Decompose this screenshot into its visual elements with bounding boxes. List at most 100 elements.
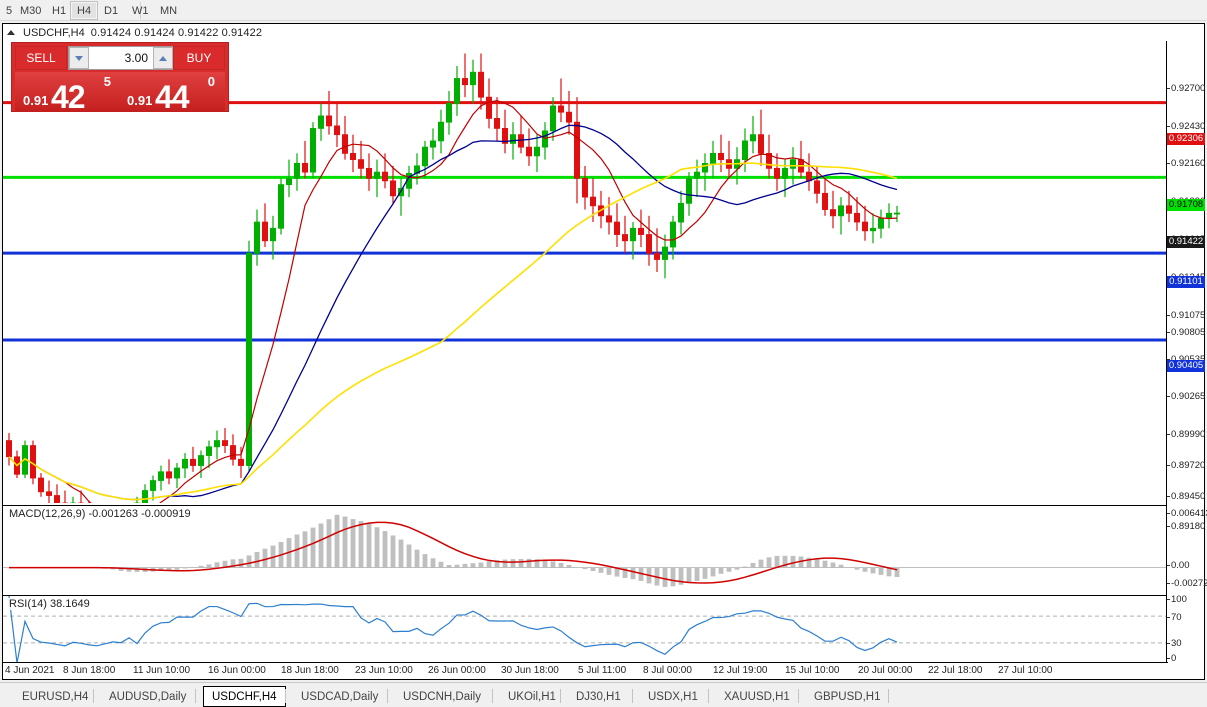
quantity-input[interactable]: 3.00 <box>89 47 153 69</box>
chart-symbol-label: USDCHF,H4 <box>23 26 85 39</box>
time-label: 26 Jun 00:00 <box>428 665 486 676</box>
time-label: 27 Jul 10:00 <box>998 665 1053 676</box>
buy-price-fraction: 0 <box>207 74 215 89</box>
price-tick: 0.92700 <box>1167 83 1205 94</box>
price-tick: 0.90265 <box>1167 391 1205 402</box>
chart-container: USDCHF,H4 0.91424 0.91424 0.91422 0.9142… <box>2 23 1207 680</box>
rsi-tick: 100 <box>1167 594 1205 605</box>
macd-pane[interactable]: MACD(12,26,9) -0.001263 -0.000919 <box>3 505 1168 594</box>
sell-price-button[interactable]: 0.91 42 5 <box>15 72 121 112</box>
macd-chart <box>3 514 1168 587</box>
tab-divider <box>798 689 799 703</box>
symbol-tab-bar[interactable]: EURUSD,H4 AUDUSD,Daily USDCHF,H4 USDCAD,Dai… <box>0 682 1207 707</box>
time-label: 15 Jul 10:00 <box>785 665 840 676</box>
time-label: 23 Jun 10:00 <box>355 665 413 676</box>
quantity-stepper[interactable]: 3.00 <box>68 46 174 70</box>
chart-header: USDCHF,H4 0.91424 0.91424 0.91422 0.9142… <box>3 24 1204 41</box>
symbol-tab-gbpusd[interactable]: GBPUSD,H1 <box>814 690 881 703</box>
tab-divider <box>387 689 388 703</box>
timeframe-w1[interactable]: W1 <box>132 4 149 17</box>
chart-ohlc-values: 0.91424 0.91424 0.91422 0.91422 <box>90 26 263 39</box>
quantity-decrement-button[interactable] <box>69 47 89 69</box>
collapse-arrow-icon[interactable] <box>7 30 15 35</box>
one-click-trading-panel[interactable]: SELL 3.00 BUY 0.91 42 5 0.91 44 0 <box>11 42 229 112</box>
timeframe-mn[interactable]: MN <box>160 4 178 17</box>
time-label: 18 Jun 18:00 <box>281 665 339 676</box>
chevron-down-icon <box>75 55 83 61</box>
symbol-tab-usdchf[interactable]: USDCHF,H4 <box>203 686 286 707</box>
price-tick: 0.89720 <box>1167 460 1205 471</box>
candlestick-chart <box>3 53 1168 503</box>
sell-price-prefix: 0.91 <box>23 93 49 108</box>
macd-label: MACD(12,26,9) -0.001263 -0.000919 <box>7 508 193 520</box>
price-tick: 0.90535 <box>1167 354 1205 365</box>
time-label: 4 Jun 2021 <box>5 665 55 676</box>
timeframe-h4[interactable]: H4 <box>70 1 99 20</box>
timeframe-m30[interactable]: M30 <box>20 4 42 17</box>
price-tick: 0.89990 <box>1167 429 1205 440</box>
price-level-badge-black: 0.91422 <box>1167 236 1205 248</box>
sell-price-fraction: 5 <box>103 74 111 89</box>
price-tick: 0.91075 <box>1167 310 1205 321</box>
time-label: 8 Jun 18:00 <box>63 665 116 676</box>
tab-divider <box>93 689 94 703</box>
time-label: 11 Jun 10:00 <box>133 665 191 676</box>
symbol-tab-eurusd[interactable]: EURUSD,H4 <box>22 690 89 703</box>
timeframe-h1[interactable]: H1 <box>52 4 67 17</box>
time-label: 30 Jun 18:00 <box>501 665 559 676</box>
tab-divider <box>285 689 286 703</box>
timeframe-d1[interactable]: D1 <box>104 4 119 17</box>
symbol-tab-usdx[interactable]: USDX,H1 <box>648 690 698 703</box>
rsi-label: RSI(14) 38.1649 <box>7 598 92 610</box>
time-label: 12 Jul 19:00 <box>713 665 768 676</box>
symbol-tab-xauusd[interactable]: XAUUSD,H1 <box>724 690 790 703</box>
symbol-tab-dj30[interactable]: DJ30,H1 <box>576 690 621 703</box>
time-label: 20 Jul 00:00 <box>858 665 913 676</box>
toolbar-divider <box>140 2 141 19</box>
sell-button[interactable]: SELL <box>15 46 67 70</box>
symbol-tab-usdcad[interactable]: USDCAD,Daily <box>301 690 379 703</box>
price-pane[interactable] <box>3 41 1168 503</box>
buy-button[interactable]: BUY <box>173 46 225 70</box>
time-label: 8 Jul 00:00 <box>643 665 692 676</box>
tab-divider <box>560 689 561 703</box>
rsi-chart <box>3 596 1168 663</box>
tab-divider <box>632 689 633 703</box>
timeframe-5[interactable]: 5 <box>6 4 13 17</box>
timeframe-toolbar: 5 M30 H1 H4 D1 W1 MN <box>0 0 1207 21</box>
price-level-badge-red: 0.92306 <box>1167 133 1205 145</box>
symbol-tab-usdcnh[interactable]: USDCNH,Daily <box>403 690 481 703</box>
tab-divider <box>708 689 709 703</box>
buy-price-button[interactable]: 0.91 44 0 <box>119 72 225 112</box>
rsi-tick: 0 <box>1167 653 1205 664</box>
price-level-badge-green: 0.91708 <box>1167 199 1205 211</box>
buy-price-prefix: 0.91 <box>127 93 153 108</box>
time-label: 22 Jul 18:00 <box>928 665 983 676</box>
price-tick: 0.89180 <box>1167 521 1205 532</box>
price-tick: 0.92430 <box>1167 121 1205 132</box>
rsi-tick: 70 <box>1167 612 1205 623</box>
buy-price-main: 44 <box>155 79 190 112</box>
price-scale-axis[interactable]: 0.927000.924300.921600.918900.916150.913… <box>1166 41 1207 664</box>
time-axis: 4 Jun 2021 8 Jun 18:00 11 Jun 10:00 16 Jun … <box>3 662 1168 679</box>
chevron-up-icon <box>159 55 167 61</box>
price-tick: 0.89450 <box>1167 491 1205 502</box>
macd-tick: 0.006413 <box>1167 508 1207 519</box>
macd-tick: 0.00 <box>1167 560 1205 571</box>
trade-controls-row: SELL 3.00 BUY <box>15 46 225 70</box>
time-label: 5 Jul 11:00 <box>578 665 627 676</box>
price-tick: 0.90805 <box>1167 327 1205 338</box>
symbol-tab-audusd[interactable]: AUDUSD,Daily <box>109 690 187 703</box>
macd-tick: -0.00272 <box>1167 578 1207 589</box>
price-tick: 0.92160 <box>1167 158 1205 169</box>
symbol-tab-ukoil[interactable]: UKOil,H1 <box>508 690 556 703</box>
rsi-tick: 30 <box>1167 638 1205 649</box>
trade-prices-row: 0.91 42 5 0.91 44 0 <box>15 72 225 112</box>
tab-divider <box>492 689 493 703</box>
tab-divider <box>888 689 889 703</box>
rsi-pane[interactable]: RSI(14) 38.1649 <box>3 595 1168 663</box>
quantity-increment-button[interactable] <box>153 47 173 69</box>
time-label: 16 Jun 00:00 <box>208 665 266 676</box>
price-level-badge-blue: 0.90405 <box>1167 360 1205 372</box>
